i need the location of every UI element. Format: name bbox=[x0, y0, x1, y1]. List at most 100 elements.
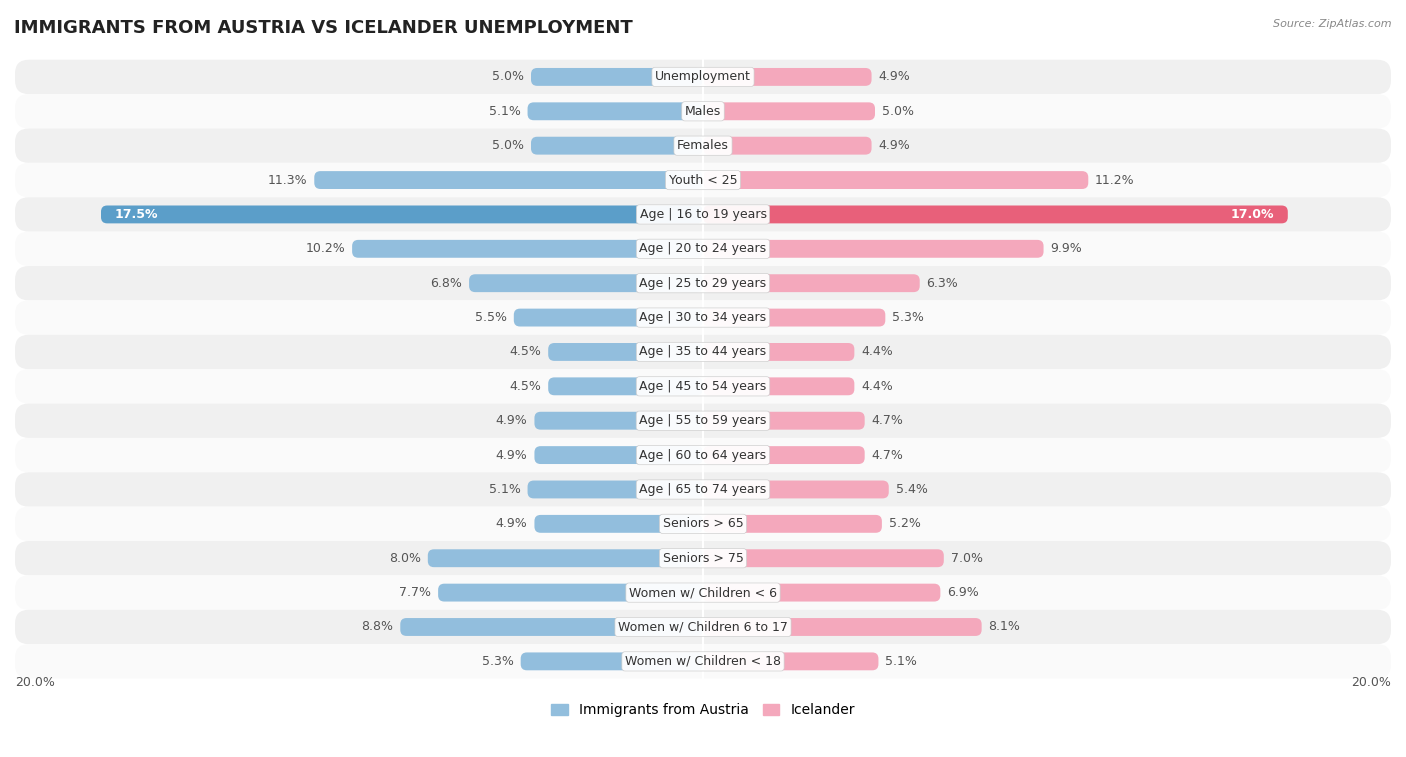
Text: 10.2%: 10.2% bbox=[305, 242, 346, 255]
FancyBboxPatch shape bbox=[15, 335, 1391, 369]
Text: Age | 45 to 54 years: Age | 45 to 54 years bbox=[640, 380, 766, 393]
Text: Women w/ Children 6 to 17: Women w/ Children 6 to 17 bbox=[619, 621, 787, 634]
FancyBboxPatch shape bbox=[315, 171, 703, 189]
Text: 5.0%: 5.0% bbox=[492, 70, 524, 83]
Text: 11.2%: 11.2% bbox=[1095, 173, 1135, 186]
Text: 4.7%: 4.7% bbox=[872, 414, 904, 427]
FancyBboxPatch shape bbox=[15, 129, 1391, 163]
FancyBboxPatch shape bbox=[703, 171, 1088, 189]
Text: 7.0%: 7.0% bbox=[950, 552, 983, 565]
Text: 8.8%: 8.8% bbox=[361, 621, 394, 634]
Text: Seniors > 75: Seniors > 75 bbox=[662, 552, 744, 565]
Text: 5.1%: 5.1% bbox=[886, 655, 917, 668]
Text: 5.0%: 5.0% bbox=[882, 104, 914, 118]
Text: 20.0%: 20.0% bbox=[15, 676, 55, 689]
FancyBboxPatch shape bbox=[527, 102, 703, 120]
Text: 17.5%: 17.5% bbox=[115, 208, 159, 221]
FancyBboxPatch shape bbox=[15, 301, 1391, 335]
FancyBboxPatch shape bbox=[101, 205, 703, 223]
Text: 6.3%: 6.3% bbox=[927, 277, 959, 290]
FancyBboxPatch shape bbox=[531, 68, 703, 86]
FancyBboxPatch shape bbox=[548, 343, 703, 361]
Text: 5.3%: 5.3% bbox=[893, 311, 924, 324]
FancyBboxPatch shape bbox=[703, 378, 855, 395]
Text: 5.3%: 5.3% bbox=[482, 655, 513, 668]
FancyBboxPatch shape bbox=[470, 274, 703, 292]
FancyBboxPatch shape bbox=[703, 102, 875, 120]
Text: Youth < 25: Youth < 25 bbox=[669, 173, 737, 186]
Text: 6.9%: 6.9% bbox=[948, 586, 979, 599]
Text: Age | 20 to 24 years: Age | 20 to 24 years bbox=[640, 242, 766, 255]
Text: 5.0%: 5.0% bbox=[492, 139, 524, 152]
FancyBboxPatch shape bbox=[15, 438, 1391, 472]
Text: 11.3%: 11.3% bbox=[267, 173, 308, 186]
FancyBboxPatch shape bbox=[15, 472, 1391, 506]
Text: Age | 60 to 64 years: Age | 60 to 64 years bbox=[640, 449, 766, 462]
FancyBboxPatch shape bbox=[427, 550, 703, 567]
Text: Source: ZipAtlas.com: Source: ZipAtlas.com bbox=[1274, 19, 1392, 29]
FancyBboxPatch shape bbox=[703, 274, 920, 292]
Text: 20.0%: 20.0% bbox=[1351, 676, 1391, 689]
Text: Age | 65 to 74 years: Age | 65 to 74 years bbox=[640, 483, 766, 496]
Text: 4.5%: 4.5% bbox=[509, 345, 541, 359]
Text: 5.4%: 5.4% bbox=[896, 483, 928, 496]
Text: Females: Females bbox=[678, 139, 728, 152]
Text: 9.9%: 9.9% bbox=[1050, 242, 1083, 255]
FancyBboxPatch shape bbox=[352, 240, 703, 257]
FancyBboxPatch shape bbox=[703, 446, 865, 464]
FancyBboxPatch shape bbox=[703, 618, 981, 636]
FancyBboxPatch shape bbox=[703, 515, 882, 533]
FancyBboxPatch shape bbox=[15, 60, 1391, 94]
FancyBboxPatch shape bbox=[15, 644, 1391, 678]
Text: 4.9%: 4.9% bbox=[496, 449, 527, 462]
Text: Males: Males bbox=[685, 104, 721, 118]
FancyBboxPatch shape bbox=[703, 240, 1043, 257]
FancyBboxPatch shape bbox=[703, 68, 872, 86]
FancyBboxPatch shape bbox=[15, 198, 1391, 232]
Text: Unemployment: Unemployment bbox=[655, 70, 751, 83]
FancyBboxPatch shape bbox=[703, 653, 879, 670]
Text: Age | 16 to 19 years: Age | 16 to 19 years bbox=[640, 208, 766, 221]
Text: 6.8%: 6.8% bbox=[430, 277, 463, 290]
FancyBboxPatch shape bbox=[703, 205, 1288, 223]
Text: Age | 25 to 29 years: Age | 25 to 29 years bbox=[640, 277, 766, 290]
Text: 8.0%: 8.0% bbox=[389, 552, 420, 565]
Text: Age | 55 to 59 years: Age | 55 to 59 years bbox=[640, 414, 766, 427]
FancyBboxPatch shape bbox=[703, 137, 872, 154]
Text: 4.9%: 4.9% bbox=[879, 139, 910, 152]
FancyBboxPatch shape bbox=[15, 266, 1391, 301]
FancyBboxPatch shape bbox=[15, 403, 1391, 438]
FancyBboxPatch shape bbox=[703, 309, 886, 326]
FancyBboxPatch shape bbox=[531, 137, 703, 154]
FancyBboxPatch shape bbox=[439, 584, 703, 602]
FancyBboxPatch shape bbox=[703, 584, 941, 602]
FancyBboxPatch shape bbox=[15, 506, 1391, 541]
Text: 5.5%: 5.5% bbox=[475, 311, 508, 324]
FancyBboxPatch shape bbox=[703, 550, 943, 567]
Text: 8.1%: 8.1% bbox=[988, 621, 1021, 634]
FancyBboxPatch shape bbox=[534, 446, 703, 464]
FancyBboxPatch shape bbox=[703, 412, 865, 430]
FancyBboxPatch shape bbox=[15, 163, 1391, 198]
FancyBboxPatch shape bbox=[520, 653, 703, 670]
Text: Age | 30 to 34 years: Age | 30 to 34 years bbox=[640, 311, 766, 324]
FancyBboxPatch shape bbox=[703, 481, 889, 498]
FancyBboxPatch shape bbox=[513, 309, 703, 326]
FancyBboxPatch shape bbox=[548, 378, 703, 395]
Text: 7.7%: 7.7% bbox=[399, 586, 432, 599]
FancyBboxPatch shape bbox=[15, 94, 1391, 129]
Text: 4.7%: 4.7% bbox=[872, 449, 904, 462]
FancyBboxPatch shape bbox=[15, 575, 1391, 610]
Text: 4.9%: 4.9% bbox=[496, 517, 527, 531]
Legend: Immigrants from Austria, Icelander: Immigrants from Austria, Icelander bbox=[546, 698, 860, 723]
FancyBboxPatch shape bbox=[15, 232, 1391, 266]
Text: 5.2%: 5.2% bbox=[889, 517, 921, 531]
Text: 17.0%: 17.0% bbox=[1230, 208, 1274, 221]
Text: 5.1%: 5.1% bbox=[489, 104, 520, 118]
FancyBboxPatch shape bbox=[534, 412, 703, 430]
Text: 4.9%: 4.9% bbox=[879, 70, 910, 83]
Text: Age | 35 to 44 years: Age | 35 to 44 years bbox=[640, 345, 766, 359]
Text: 4.4%: 4.4% bbox=[862, 345, 893, 359]
FancyBboxPatch shape bbox=[703, 343, 855, 361]
FancyBboxPatch shape bbox=[15, 369, 1391, 403]
